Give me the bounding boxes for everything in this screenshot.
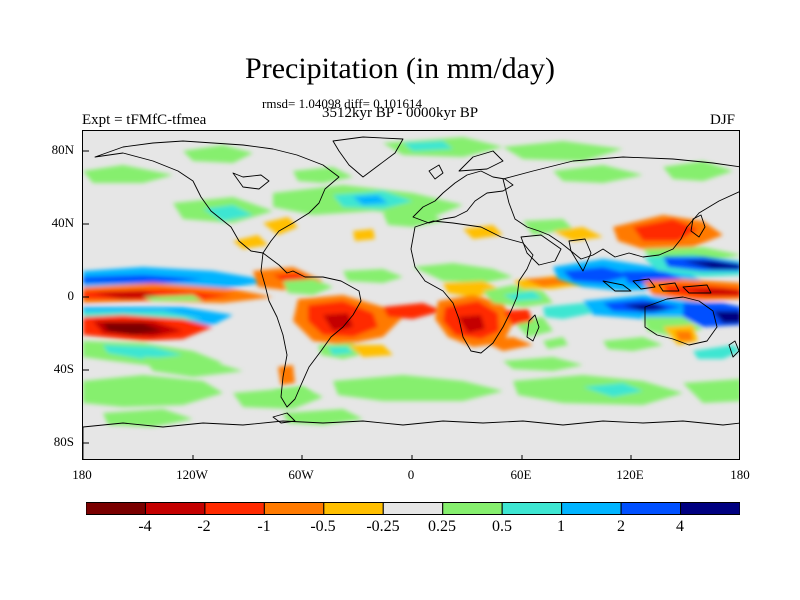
lat-tick-80s: 80S bbox=[53, 434, 74, 449]
colorbar-box bbox=[382, 502, 444, 515]
lat-tick-80n: 80N bbox=[51, 142, 74, 157]
colorbar-label: 4 bbox=[676, 518, 684, 535]
colorbar-box bbox=[144, 502, 206, 515]
time-period-label: 3512kyr BP - 0000kyr BP bbox=[322, 105, 479, 121]
lon-tick-60e: 60E bbox=[510, 467, 532, 482]
rmsd-diff-stats: rmsd= 1.04098 diff= 0.101614 bbox=[262, 96, 422, 111]
colorbar-label: 0.5 bbox=[492, 518, 512, 535]
lon-tick-120e: 120E bbox=[616, 467, 644, 482]
colorbar-label: 0.25 bbox=[428, 518, 456, 535]
colorbar-label: -0.25 bbox=[366, 518, 400, 535]
season-label: DJF bbox=[710, 112, 736, 128]
colorbar-label: -2 bbox=[197, 518, 211, 535]
south-america-anomalies bbox=[253, 267, 443, 397]
africa-indian-anomalies bbox=[413, 263, 593, 371]
lon-tick-60w: 60W bbox=[288, 467, 314, 482]
colorbar-label: 2 bbox=[617, 518, 625, 535]
experiment-label: Expt = tFMfC-tfmea bbox=[82, 112, 207, 128]
colorbar-label: -1 bbox=[257, 518, 271, 535]
plot-title: Precipitation (in mm/day) bbox=[245, 52, 555, 85]
lon-tick-180e: 180 bbox=[730, 467, 750, 482]
lat-tick-40s: 40S bbox=[53, 361, 74, 376]
lat-tick-0: 0 bbox=[67, 288, 75, 303]
east-pacific-anomalies bbox=[83, 267, 273, 377]
colorbar-box bbox=[85, 502, 146, 515]
coastlines bbox=[83, 136, 739, 459]
southern-ocean-anomalies bbox=[83, 375, 739, 427]
colorbar-label: 1 bbox=[557, 518, 565, 535]
lon-tick-180w: 180 bbox=[72, 467, 92, 482]
colorbar-boxes bbox=[85, 502, 741, 515]
lat-tick-40n: 40N bbox=[51, 215, 74, 230]
colorbar-box bbox=[442, 502, 503, 515]
colorbar-label: -0.5 bbox=[310, 518, 336, 535]
colorbar bbox=[85, 502, 741, 515]
map-canvas bbox=[83, 131, 739, 459]
colorbar-box bbox=[680, 502, 741, 515]
colorbar-box bbox=[263, 502, 325, 515]
north-midlat-anomalies bbox=[173, 185, 603, 249]
precipitation-map bbox=[82, 130, 740, 460]
colorbar-label: -4 bbox=[138, 518, 152, 535]
colorbar-box bbox=[323, 502, 384, 515]
colorbar-box bbox=[204, 502, 265, 515]
colorbar-box bbox=[501, 502, 563, 515]
map-tick-marks bbox=[83, 150, 632, 459]
colorbar-box bbox=[561, 502, 622, 515]
colorbar-box bbox=[620, 502, 682, 515]
north-anomalies bbox=[83, 137, 733, 183]
west-pacific-anomalies bbox=[543, 255, 739, 359]
lon-tick-0: 0 bbox=[407, 467, 415, 482]
lon-tick-120w: 120W bbox=[176, 467, 208, 482]
